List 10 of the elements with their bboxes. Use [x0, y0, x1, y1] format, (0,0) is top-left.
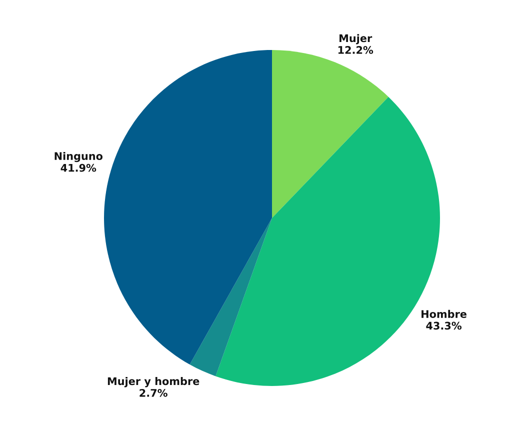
- slice-label: Mujer: [340, 34, 372, 44]
- slice-label: Mujer y hombre: [108, 377, 200, 388]
- data-label: 43.3%: [426, 322, 462, 330]
- slice-label: Ninguno: [54, 152, 103, 162]
- pie-slice: [104, 50, 272, 364]
- data-label: 41.9%: [60, 164, 96, 172]
- pie-slice: [190, 218, 272, 376]
- data-label: 2.7%: [140, 388, 168, 397]
- data-label: 12.2%: [338, 46, 374, 54]
- slice-label: Hombre: [422, 310, 466, 318]
